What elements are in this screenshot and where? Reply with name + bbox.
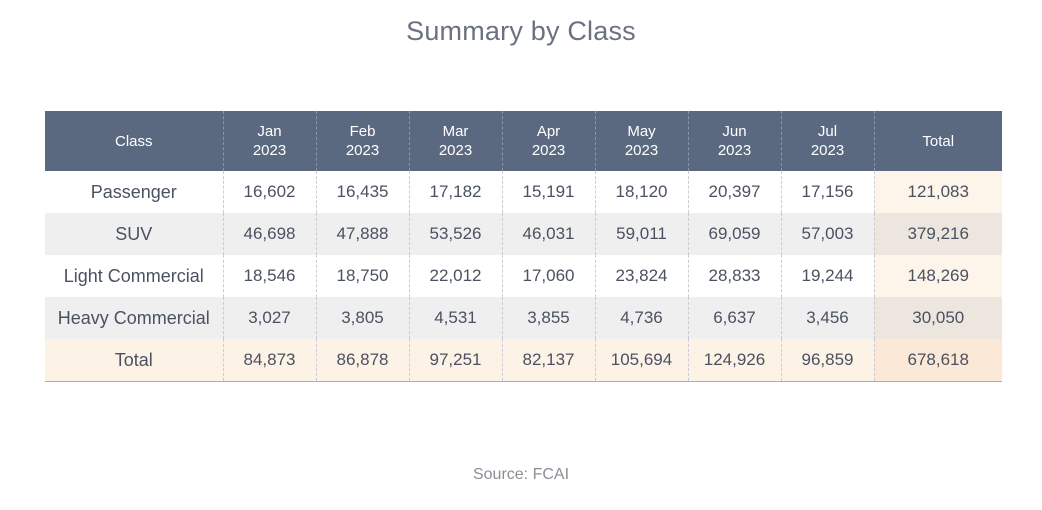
table-row: Passenger 16,602 16,435 17,182 15,191 18,120 2… bbox=[45, 171, 1002, 213]
column-header: Class bbox=[45, 111, 223, 171]
table-cell: 97,251 bbox=[408, 339, 502, 382]
table-cell: 3,027 bbox=[222, 297, 316, 339]
column-header-label: Jun bbox=[722, 123, 747, 140]
table-body: Passenger 16,602 16,435 17,182 15,191 18,120 2… bbox=[45, 171, 1002, 382]
column-header: Jan 2023 bbox=[222, 111, 316, 171]
row-total-cell: 30,050 bbox=[873, 297, 1002, 339]
row-total-cell: 379,216 bbox=[873, 213, 1002, 255]
row-label: Passenger bbox=[45, 171, 223, 213]
table-cell: 28,833 bbox=[687, 255, 781, 297]
table-header-row: Class Jan 2023 Feb 2023 Mar 2023 Apr 2023 May 2023… bbox=[45, 111, 1002, 171]
table-cell: 86,878 bbox=[315, 339, 409, 382]
table-cell: 18,750 bbox=[315, 255, 409, 297]
column-header-year: 2023 bbox=[531, 142, 566, 159]
column-header-label: Apr bbox=[536, 123, 561, 140]
table-cell: 19,244 bbox=[780, 255, 874, 297]
table-cell: 96,859 bbox=[780, 339, 874, 382]
column-header: Apr 2023 bbox=[501, 111, 595, 171]
row-total-cell: 148,269 bbox=[873, 255, 1002, 297]
column-header: Jul 2023 bbox=[780, 111, 874, 171]
table-cell: 17,060 bbox=[501, 255, 595, 297]
table-cell: 3,456 bbox=[780, 297, 874, 339]
table-cell: 18,120 bbox=[594, 171, 688, 213]
column-header-year: 2023 bbox=[252, 142, 287, 159]
row-total-cell: 678,618 bbox=[873, 339, 1002, 382]
column-header-label: Feb bbox=[349, 123, 376, 140]
table-cell: 22,012 bbox=[408, 255, 502, 297]
table-cell: 84,873 bbox=[222, 339, 316, 382]
column-header-label: Jul bbox=[817, 123, 838, 140]
table-row: Light Commercial 18,546 18,750 22,012 17,060… bbox=[45, 255, 1002, 297]
column-header-year: 2023 bbox=[717, 142, 752, 159]
column-header: Jun 2023 bbox=[687, 111, 781, 171]
table-cell: 18,546 bbox=[222, 255, 316, 297]
table-cell: 17,156 bbox=[780, 171, 874, 213]
table-cell: 3,805 bbox=[315, 297, 409, 339]
column-header-label: Class bbox=[114, 132, 153, 150]
row-label: Total bbox=[45, 339, 223, 382]
table-cell: 59,011 bbox=[594, 213, 688, 255]
table-cell: 16,435 bbox=[315, 171, 409, 213]
row-total-cell: 121,083 bbox=[873, 171, 1002, 213]
table-cell: 3,855 bbox=[501, 297, 595, 339]
table-cell: 16,602 bbox=[222, 171, 316, 213]
column-header-year: 2023 bbox=[624, 142, 659, 159]
column-header-label: May bbox=[627, 123, 656, 140]
column-header-label: Mar bbox=[442, 123, 469, 140]
column-header: Feb 2023 bbox=[315, 111, 409, 171]
table-cell: 46,698 bbox=[222, 213, 316, 255]
total-row: Total 84,873 86,878 97,251 82,137 105,694 124,… bbox=[45, 339, 1002, 382]
row-label: Light Commercial bbox=[45, 255, 223, 297]
table-cell: 15,191 bbox=[501, 171, 595, 213]
column-header-year: 2023 bbox=[810, 142, 845, 159]
source-note: Source: FCAI bbox=[472, 466, 570, 483]
table-cell: 4,736 bbox=[594, 297, 688, 339]
summary-table: Class Jan 2023 Feb 2023 Mar 2023 Apr 2023 May 2023… bbox=[45, 111, 1002, 382]
table-cell: 47,888 bbox=[315, 213, 409, 255]
column-header: Mar 2023 bbox=[408, 111, 502, 171]
table-cell: 6,637 bbox=[687, 297, 781, 339]
table-cell: 20,397 bbox=[687, 171, 781, 213]
table-cell: 23,824 bbox=[594, 255, 688, 297]
table-cell: 46,031 bbox=[501, 213, 595, 255]
table-row: SUV 46,698 47,888 53,526 46,031 59,011 69,059 5… bbox=[45, 213, 1002, 255]
column-header-label: Jan bbox=[257, 123, 282, 140]
table-cell: 124,926 bbox=[687, 339, 781, 382]
table-cell: 105,694 bbox=[594, 339, 688, 382]
column-header: Total bbox=[873, 111, 1002, 171]
table-cell: 82,137 bbox=[501, 339, 595, 382]
column-header-label: Total bbox=[922, 132, 955, 150]
row-label: Heavy Commercial bbox=[45, 297, 223, 339]
column-header-year: 2023 bbox=[438, 142, 473, 159]
row-label: SUV bbox=[45, 213, 223, 255]
table-row: Heavy Commercial 3,027 3,805 4,531 3,855 4,73… bbox=[45, 297, 1002, 339]
table-cell: 53,526 bbox=[408, 213, 502, 255]
table-cell: 17,182 bbox=[408, 171, 502, 213]
page-title: Summary by Class bbox=[406, 16, 636, 46]
summary-table-container: Class Jan 2023 Feb 2023 Mar 2023 Apr 2023 May 2023… bbox=[45, 111, 1002, 382]
table-cell: 57,003 bbox=[780, 213, 874, 255]
table-cell: 4,531 bbox=[408, 297, 502, 339]
table-cell: 69,059 bbox=[687, 213, 781, 255]
column-header-year: 2023 bbox=[345, 142, 380, 159]
column-header: May 2023 bbox=[594, 111, 688, 171]
